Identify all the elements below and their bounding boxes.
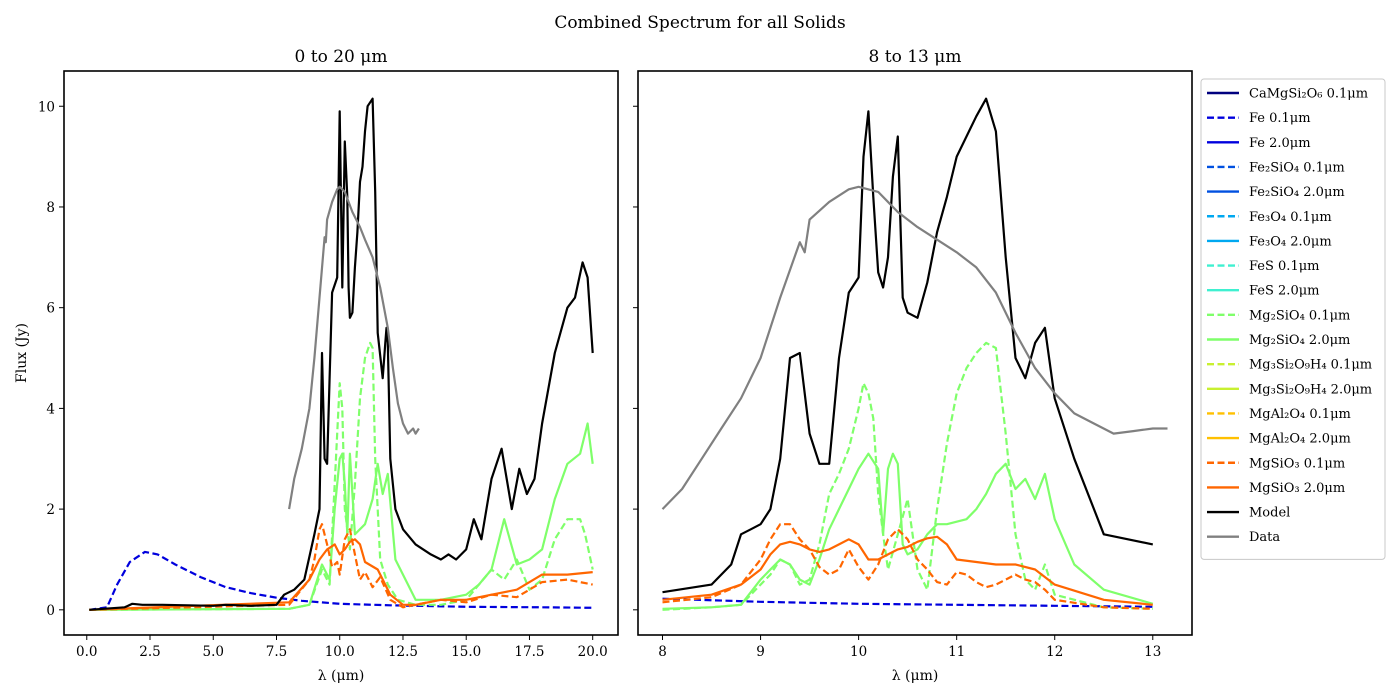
x-tick-label: 8 xyxy=(658,644,667,660)
x-tick-label: 7.5 xyxy=(266,644,287,660)
x-tick-label: 13 xyxy=(1144,644,1161,660)
x-tick-label: 17.5 xyxy=(514,644,544,660)
legend-label: Fe₃O₄ 0.1μm xyxy=(1249,210,1332,225)
series-line-mgsio-0-1-m xyxy=(662,523,1153,610)
series-line-mgsio-2-0-m xyxy=(89,538,593,611)
legend-label: Fe 2.0μm xyxy=(1249,136,1311,151)
legend-label: Fe 0.1μm xyxy=(1249,111,1311,126)
legend-label: FeS 0.1μm xyxy=(1249,259,1320,274)
x-axis-label: λ (μm) xyxy=(318,668,365,684)
figure-title: Combined Spectrum for all Solids xyxy=(554,13,845,33)
y-tick-label: 8 xyxy=(46,200,55,216)
legend-label: Mg₃Si₂O₉H₄ 2.0μm xyxy=(1249,382,1372,397)
legend-label: Fe₂SiO₄ 0.1μm xyxy=(1249,160,1345,175)
series-line-mg-sio-0-1-m xyxy=(662,341,1153,611)
x-tick-label: 11 xyxy=(948,644,965,660)
right-panel-8-to-13: 8 9 10 11 12 13 8 to 13 μm λ (μm) xyxy=(633,47,1193,684)
legend-label: FeS 2.0μm xyxy=(1249,284,1320,299)
y-axis-label: Flux (Jy) xyxy=(14,323,30,383)
series-line-data xyxy=(661,185,1168,510)
series-line-mg-sio-2-0-m xyxy=(89,422,594,611)
series-group xyxy=(661,97,1168,611)
legend-label: MgSiO₃ 2.0μm xyxy=(1249,481,1345,496)
series-line-fe-0-1-m xyxy=(662,597,1153,608)
legend-label: MgAl₂O₄ 2.0μm xyxy=(1249,432,1351,447)
legend-label: Mg₂SiO₄ 2.0μm xyxy=(1249,333,1350,348)
x-tick-label: 12 xyxy=(1046,644,1063,660)
axes-frame xyxy=(63,70,619,636)
x-tick-label: 15.0 xyxy=(451,644,481,660)
x-tick-label: 20.0 xyxy=(578,644,608,660)
panel-title: 0 to 20 μm xyxy=(295,47,388,67)
series-line-model xyxy=(89,97,594,611)
legend-label: Fe₃O₄ 2.0μm xyxy=(1249,234,1332,249)
y-tick-label: 6 xyxy=(46,301,55,317)
legend-label: Data xyxy=(1249,530,1280,545)
left-panel-0-to-20: 0.0 2.5 5.0 7.5 10.0 12.5 15.0 17.5 20.0 0 2 4 6 8 10 0… xyxy=(14,47,619,684)
legend-label: MgAl₂O₄ 0.1μm xyxy=(1249,407,1351,422)
series-line-model xyxy=(662,97,1154,594)
x-tick-label: 2.5 xyxy=(139,644,160,660)
x-tick-label: 12.5 xyxy=(388,644,418,660)
series-line-mgsio-0-1-m xyxy=(89,523,593,611)
legend-label: Fe₂SiO₄ 2.0μm xyxy=(1249,185,1345,200)
legend-label: CaMgSi₂O₆ 0.1μm xyxy=(1249,87,1368,102)
legend-label: Mg₃Si₂O₉H₄ 0.1μm xyxy=(1249,358,1372,373)
panel-title: 8 to 13 μm xyxy=(869,47,962,67)
x-tick-label: 10 xyxy=(850,644,867,660)
x-tick-label: 5.0 xyxy=(203,644,224,660)
legend: CaMgSi₂O₆ 0.1μm Fe 0.1μm Fe 2.0μm Fe₂SiO₄ 0… xyxy=(1200,78,1386,560)
y-tick-label: 0 xyxy=(46,603,55,619)
x-axis-label: λ (μm) xyxy=(892,668,939,684)
y-tick-label: 4 xyxy=(46,401,55,417)
series-line-mgsio-2-0-m xyxy=(662,535,1153,606)
y-tick-label: 2 xyxy=(46,502,55,518)
x-tick-label: 9 xyxy=(756,644,765,660)
y-tick-label: 10 xyxy=(38,99,55,115)
series-line-mg-sio-0-1-m xyxy=(89,341,594,611)
legend-label: Mg₂SiO₄ 0.1μm xyxy=(1249,308,1350,323)
series-line-mg-sio-2-0-m xyxy=(662,452,1154,610)
legend-box xyxy=(1200,78,1386,560)
legend-label: Model xyxy=(1249,506,1290,521)
x-tick-label: 10.0 xyxy=(325,644,355,660)
x-tick-label: 0.0 xyxy=(76,644,97,660)
series-line-data xyxy=(288,185,420,510)
axes-frame xyxy=(637,70,1193,636)
legend-label: MgSiO₃ 0.1μm xyxy=(1249,456,1345,471)
series-group xyxy=(89,97,594,611)
